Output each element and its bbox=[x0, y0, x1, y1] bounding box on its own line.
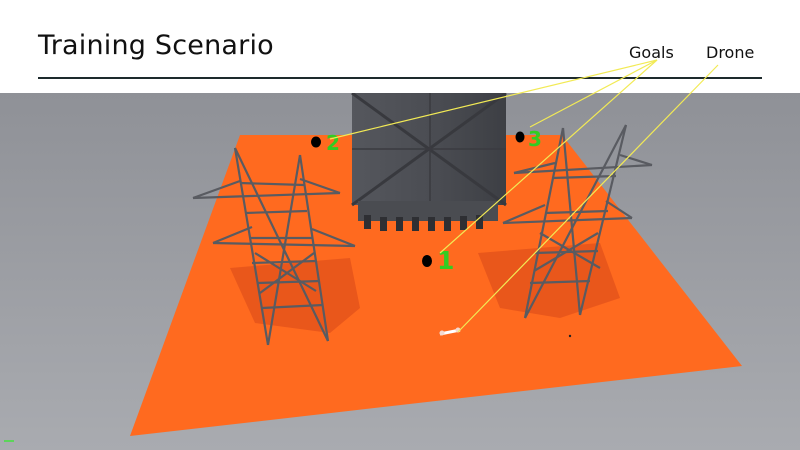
slide-title: Training Scenario bbox=[38, 30, 274, 61]
slide-header: Training Scenario Goals Drone bbox=[0, 0, 800, 93]
central-building bbox=[351, 93, 507, 231]
goal-2-marker bbox=[311, 136, 321, 148]
drone-callout-label: Drone bbox=[706, 43, 755, 62]
goals-callout-label: Goals bbox=[629, 43, 674, 62]
left-pylon bbox=[192, 147, 356, 346]
goal-1-marker bbox=[422, 255, 432, 267]
goal-3-label: 3 bbox=[528, 127, 542, 151]
scene-render bbox=[0, 93, 800, 450]
small-marker bbox=[568, 334, 572, 338]
goal-1-label: 1 bbox=[437, 246, 455, 275]
simulation-viewport: 1 2 3 bbox=[0, 93, 800, 450]
header-divider bbox=[38, 77, 762, 79]
goal-2-label: 2 bbox=[326, 131, 340, 155]
goal-3-marker bbox=[515, 131, 525, 143]
corner-indicator bbox=[4, 440, 14, 442]
